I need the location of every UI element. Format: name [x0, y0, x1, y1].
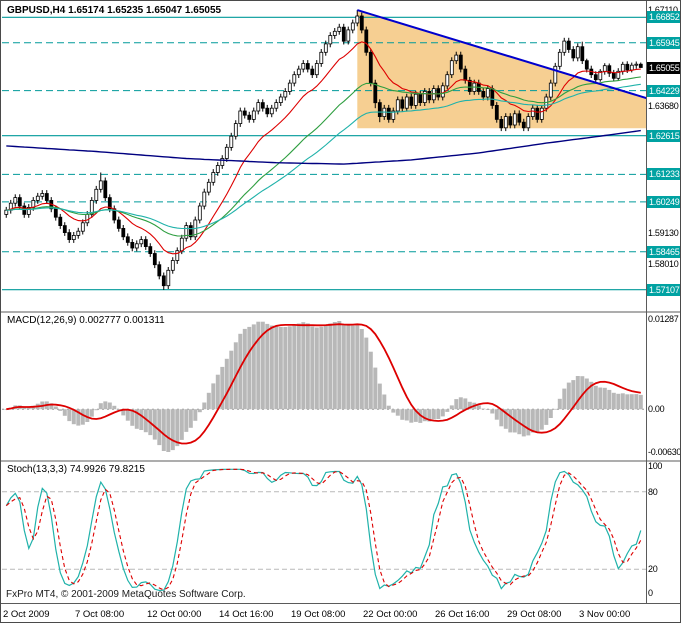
current-price-badge: 1.65055 [647, 61, 680, 74]
chart-symbol-period: GBPUSD,H4 [7, 5, 66, 16]
macd-axis-label: 0.01287 [648, 314, 679, 324]
price-level-badge: 1.62615 [647, 129, 680, 142]
stoch-k-line [5, 468, 642, 592]
macd-indicator-panel[interactable] [1, 313, 647, 460]
candlesticks [4, 10, 643, 290]
price-level-badge: 1.61233 [647, 168, 680, 181]
stoch-axis-label: 20 [648, 564, 658, 575]
time-axis-label: 2 Oct 2009 [3, 609, 50, 620]
macd-histogram [4, 321, 643, 452]
macd-axis-label: 0.00 [648, 404, 665, 415]
chart-title: GBPUSD,H4 1.65174 1.65235 1.65047 1.6505… [7, 5, 221, 16]
price-level-badge: 1.66852 [647, 11, 680, 24]
stoch-values: 74.9926 79.8215 [69, 464, 145, 475]
chart-ohlc-values: 1.65174 1.65235 1.65047 1.65055 [68, 5, 222, 16]
stoch-axis-label: 100 [648, 461, 663, 471]
price-level-badge: 1.60249 [647, 195, 680, 208]
price-axis-label: 1.58010 [648, 259, 679, 270]
time-axis-label: 22 Oct 00:00 [363, 609, 418, 620]
time-axis-label: 3 Nov 00:00 [579, 609, 631, 620]
descending-trendline[interactable] [357, 9, 647, 100]
moving-average-fast-red [6, 41, 641, 255]
stoch-indicator-label: Stoch(13,3,3) 74.9926 79.8215 [7, 464, 145, 475]
panel-separator[interactable] [1, 311, 680, 313]
stoch-name: Stoch(13,3,3) [7, 464, 68, 475]
time-axis-label: 7 Oct 08:00 [75, 609, 125, 620]
main-price-chart[interactable] [1, 1, 647, 311]
price-level-badge: 1.58465 [647, 245, 680, 258]
macd-name: MACD(12,26,9) [7, 315, 77, 326]
copyright-text: FxPro MT4, © 2001-2009 MetaQuotes Softwa… [6, 589, 246, 600]
price-level-badge: 1.57107 [647, 283, 680, 296]
stoch-d-line [5, 468, 642, 591]
moving-average-long-navy [6, 129, 641, 165]
time-axis-label: 14 Oct 16:00 [219, 609, 274, 620]
macd-values: 0.002777 0.001311 [79, 315, 165, 326]
stoch-axis-label: 80 [648, 486, 658, 497]
price-level-badge: 1.64229 [647, 84, 680, 97]
time-axis[interactable]: 2 Oct 2009 7 Oct 08:00 12 Oct 00:00 14 Oct … [1, 603, 680, 622]
price-axis-label: 1.63680 [648, 100, 679, 111]
macd-axis-label: -0.00630 [648, 447, 681, 457]
price-axis-label: 1.59130 [648, 228, 679, 239]
stochastic-indicator-panel[interactable] [1, 462, 647, 603]
macd-signal-line [6, 323, 641, 445]
panel-separator[interactable] [1, 460, 680, 462]
time-axis-label: 26 Oct 16:00 [435, 609, 490, 620]
macd-indicator-label: MACD(12,26,9) 0.002777 0.001311 [7, 315, 165, 326]
time-axis-label: 19 Oct 08:00 [291, 609, 346, 620]
price-axis-column[interactable] [646, 1, 680, 603]
price-axis-label: 1.67110 [648, 5, 678, 16]
moving-average-slow-teal [6, 83, 641, 230]
time-axis-label: 12 Oct 00:00 [147, 609, 202, 620]
stoch-axis-label: 0 [648, 588, 653, 598]
price-level-badge: 1.65945 [647, 36, 680, 49]
time-axis-label: 29 Oct 08:00 [507, 609, 562, 620]
